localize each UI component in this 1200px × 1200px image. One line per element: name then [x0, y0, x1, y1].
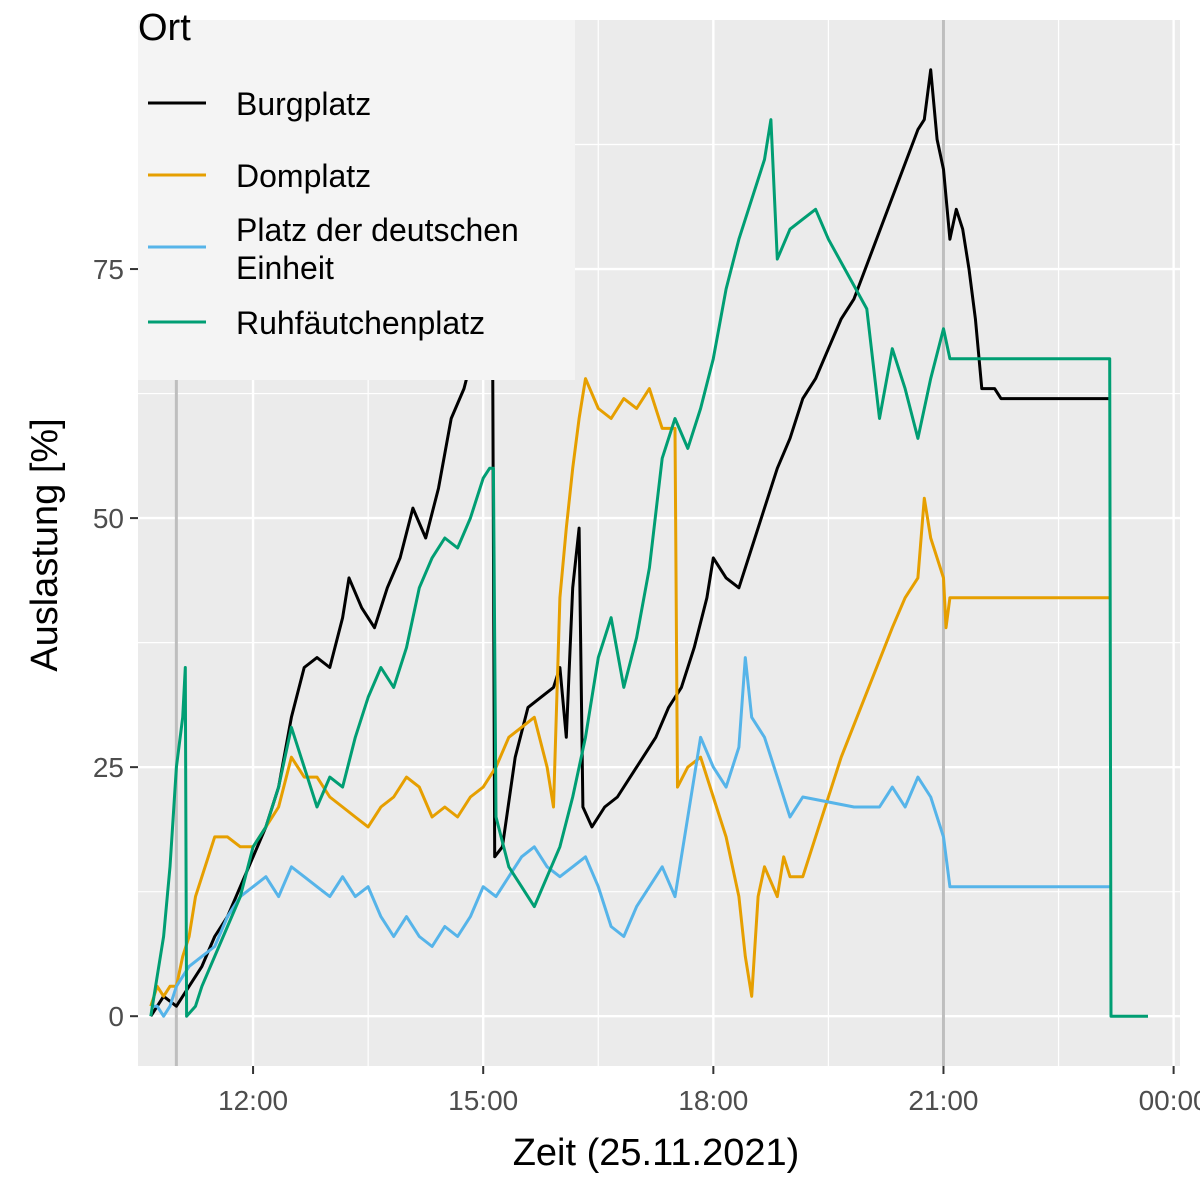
series-layer	[149, 68, 1148, 1018]
legend-label-ruhfaeutchenplatz: Ruhfäutchenplatz	[236, 305, 485, 341]
x-axis: 12:00 15:00 18:00 21:00 00:00	[218, 1066, 1200, 1116]
x-tick-label: 15:00	[448, 1085, 518, 1116]
y-tick-label: 75	[93, 254, 124, 285]
legend-background	[138, 20, 575, 380]
x-tick-label: 00:00	[1139, 1085, 1200, 1116]
series-line-domplatz	[149, 377, 1110, 1007]
legend: Ort Burgplatz Domplatz Platz der deutsch…	[138, 7, 575, 380]
legend-label-line: Platz der deutschen	[236, 212, 519, 248]
x-tick-label: 12:00	[218, 1085, 288, 1116]
y-axis: 0 25 50 75	[93, 254, 138, 1032]
series-line-ruhf-utchenplatz	[149, 118, 1148, 1018]
y-tick-label: 25	[93, 752, 124, 783]
y-tick-label: 0	[108, 1001, 124, 1032]
legend-label-line: Einheit	[236, 250, 334, 286]
x-tick-label: 21:00	[908, 1085, 978, 1116]
series-line-burgplatz	[149, 68, 1110, 1018]
legend-title: Ort	[138, 7, 191, 49]
legend-label-platz-der-deutschen-einheit: Platz der deutschen Einheit	[236, 212, 519, 286]
series-line-platz-der-deutschen-einheit	[150, 656, 1110, 1018]
y-tick-label: 50	[93, 503, 124, 534]
legend-label-burgplatz: Burgplatz	[236, 86, 371, 122]
legend-label-domplatz: Domplatz	[236, 158, 371, 194]
y-axis-title: Auslastung [%]	[24, 418, 66, 671]
x-axis-title: Zeit (25.11.2021)	[513, 1132, 800, 1174]
x-tick-label: 18:00	[678, 1085, 748, 1116]
